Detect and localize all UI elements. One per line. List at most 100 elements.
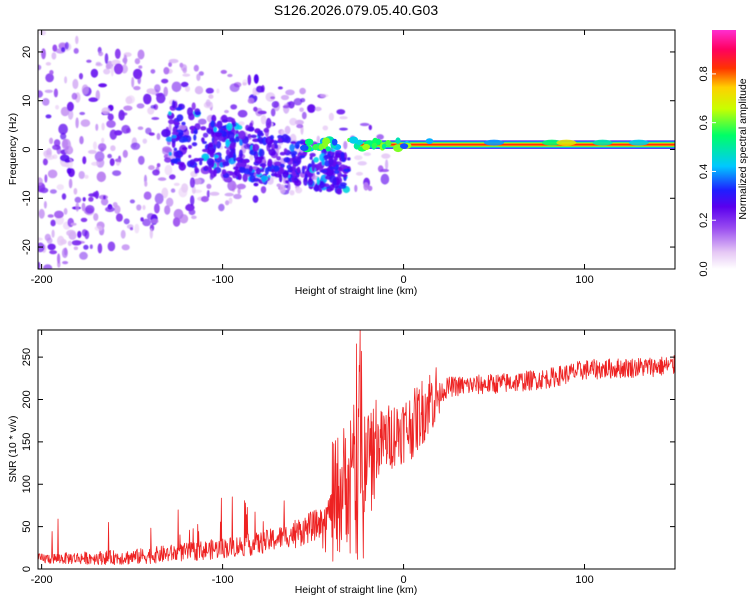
spectrogram-cell xyxy=(120,112,128,116)
spectrogram-cell xyxy=(225,200,230,206)
spectrogram-cell xyxy=(114,205,121,214)
spectrogram-cell xyxy=(277,137,283,143)
spectrogram-cell xyxy=(169,174,176,180)
tone-band-knot xyxy=(556,139,577,146)
spectrogram-cell xyxy=(316,135,321,144)
spectrogram-cell xyxy=(150,105,157,109)
snr-line xyxy=(38,330,675,566)
spectrogram-cell xyxy=(63,208,68,215)
spectrogram-cell xyxy=(98,143,107,152)
spectrogram-cell xyxy=(233,152,237,162)
spectrogram-cell xyxy=(51,52,57,60)
spectrogram-cell xyxy=(338,166,343,171)
spectrogram-cell xyxy=(148,165,155,171)
spectrogram-cell xyxy=(79,251,88,260)
spectrogram-cell xyxy=(229,83,240,92)
spectrogram-cell xyxy=(138,155,145,165)
spectrogram-cell xyxy=(229,142,236,149)
spectrogram-cell xyxy=(133,68,143,80)
spectrogram-cell xyxy=(182,73,191,77)
spectrogram-cell xyxy=(237,121,245,126)
spectrogram-cell xyxy=(95,123,99,131)
spectrogram-cell xyxy=(38,208,45,219)
spectrogram-cell xyxy=(329,184,335,191)
spectrogram-y-label: Frequency (Hz) xyxy=(7,113,19,185)
tone-band-knot xyxy=(381,143,387,150)
spectrogram-cell xyxy=(293,98,303,106)
spectrogram-cell xyxy=(47,169,58,179)
spectrogram-cell xyxy=(50,219,56,227)
spectrogram-cell xyxy=(271,101,280,108)
spectrogram-cell xyxy=(291,153,296,158)
spectrogram-cell xyxy=(104,53,109,64)
spectrogram-cell xyxy=(206,157,214,166)
spectrogram-cell xyxy=(142,218,152,227)
spectrogram-cell xyxy=(234,169,241,177)
spectrogram-cell xyxy=(307,104,316,113)
spectrogram-cell xyxy=(276,156,281,161)
spectrogram-cell xyxy=(134,223,140,234)
spectrogram-cell xyxy=(323,154,329,161)
spectrogram-cell xyxy=(58,123,68,135)
spectrogram-cell xyxy=(196,73,201,82)
spectrogram-cell xyxy=(367,185,373,191)
spectrogram-cell xyxy=(279,174,283,183)
colorbar-tick-label: 0.0 xyxy=(698,261,710,276)
spectrogram-cell xyxy=(157,177,167,181)
spectrogram-cell xyxy=(144,181,148,187)
spectrogram-cell xyxy=(60,106,70,117)
spectrogram-cell xyxy=(44,233,51,241)
spectrogram-cell xyxy=(215,132,223,137)
spectrogram-cell xyxy=(235,136,240,143)
spectrogram-cell xyxy=(155,93,163,97)
spectrogram-cell xyxy=(194,111,201,116)
spectrogram-cell xyxy=(64,42,69,50)
spectrogram-cell xyxy=(136,103,145,109)
spectrogram-cell xyxy=(96,171,107,183)
snr-x-tick-label: 0 xyxy=(400,574,406,586)
spectrogram-cell xyxy=(309,152,316,157)
spectrogram-cell xyxy=(208,94,214,99)
spectrogram-cell xyxy=(280,94,290,101)
spectrogram-cell xyxy=(379,168,390,173)
snr-y-tick-label: 100 xyxy=(21,475,33,493)
spectrogram-cell xyxy=(210,128,215,138)
spectrogram-x-tick-label: 0 xyxy=(400,274,406,286)
colorbar-tick-label: 0.8 xyxy=(698,66,710,81)
spectrogram-cell xyxy=(171,81,182,93)
spectrogram-cell xyxy=(171,131,179,136)
spectrogram-cell xyxy=(225,139,230,148)
spectrogram-tone-band xyxy=(300,136,675,153)
spectrogram-cell xyxy=(162,146,172,153)
spectrogram-cell xyxy=(290,140,297,145)
spectrogram-cell xyxy=(105,206,115,213)
spectrogram-cell xyxy=(320,169,328,173)
spectrogram-cell xyxy=(355,171,364,176)
spectrogram-cell xyxy=(45,73,54,83)
spectrogram-cell xyxy=(96,157,105,168)
spectrogram-cell xyxy=(47,214,54,218)
spectrogram-cell xyxy=(227,73,233,78)
spectrogram-cell xyxy=(164,157,172,163)
spectrogram-cell xyxy=(105,64,111,70)
spectrogram-cell xyxy=(74,196,82,203)
spectrogram-cell xyxy=(216,88,220,94)
spectrogram-cell xyxy=(97,243,103,254)
spectrogram-cell xyxy=(268,148,277,156)
spectrogram-cell xyxy=(265,117,272,129)
spectrogram-cell xyxy=(283,103,290,114)
snr-x-tick-label: 100 xyxy=(575,574,593,586)
spectrogram-cell xyxy=(134,58,141,65)
spectrogram-cell xyxy=(59,154,70,162)
spectrogram-cell xyxy=(176,135,180,141)
spectrogram-cell xyxy=(309,156,313,160)
figure-title: S126.2026.079.05.40.G03 xyxy=(274,2,438,18)
snr-series xyxy=(38,330,675,566)
spectrogram-cell xyxy=(289,133,297,143)
spectrogram-cell xyxy=(84,174,89,179)
spectrogram-cell xyxy=(188,145,192,149)
spectrogram-cell xyxy=(227,131,235,140)
spectrogram-cell xyxy=(255,85,264,93)
spectrogram-cell xyxy=(187,107,194,117)
